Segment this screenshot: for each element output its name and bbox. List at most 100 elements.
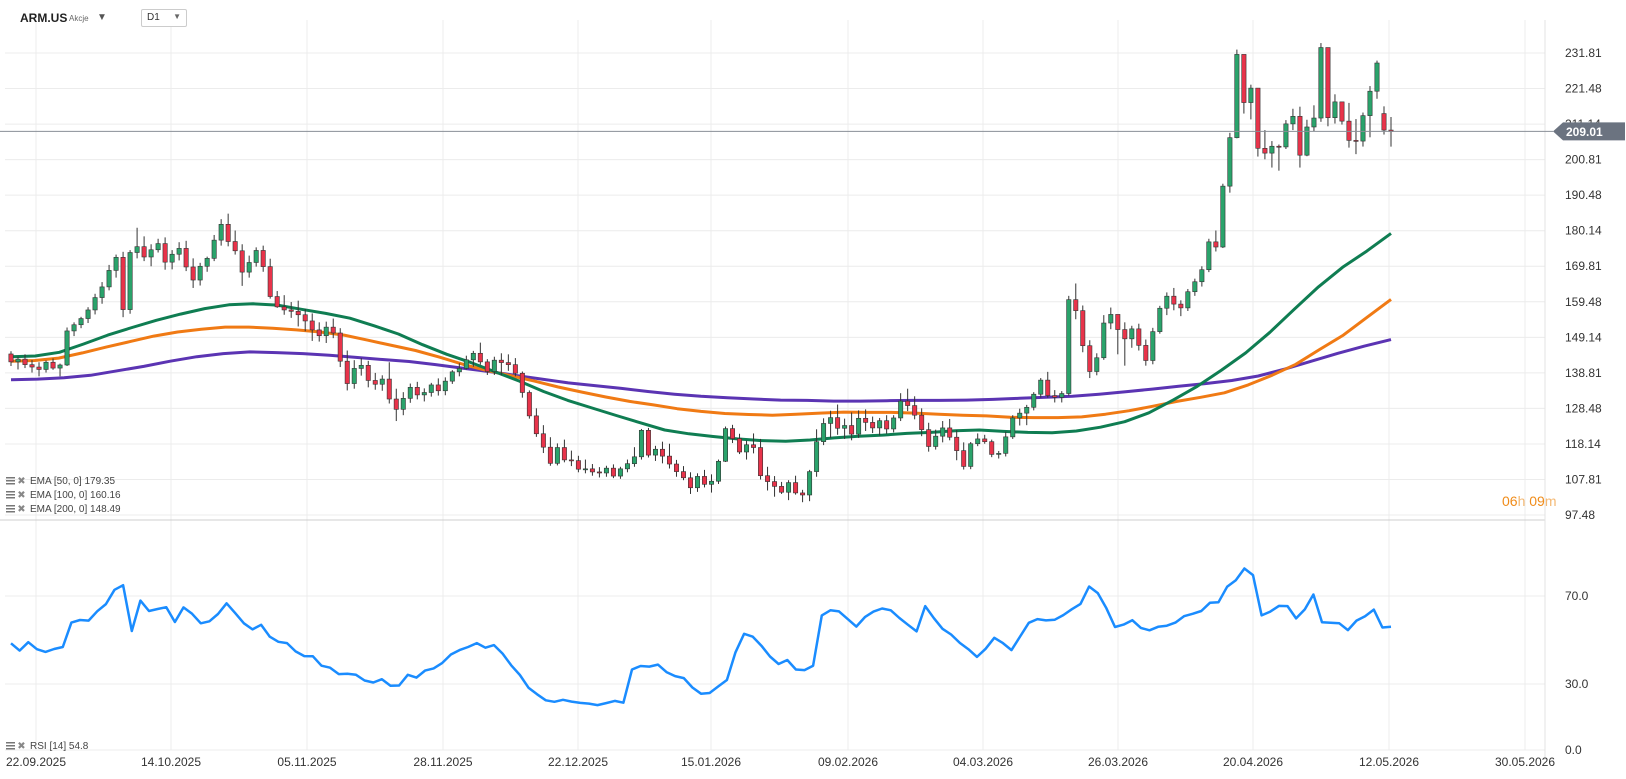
candle-body [1164,295,1170,309]
candle-body [281,306,287,311]
candle-body [870,422,876,429]
candle-body [533,415,539,435]
settings-icon[interactable] [6,741,15,750]
candle-body [1353,140,1359,142]
candle-body [351,368,357,384]
rsi-tick-label: 70.0 [1565,589,1589,603]
candle-body [372,380,378,385]
candle-body [50,361,56,369]
candle-body [379,378,385,385]
candle-body [1171,295,1177,305]
candle-body [1031,393,1037,408]
price-tick-label: 138.81 [1565,366,1602,380]
price-tick-label: 128.48 [1565,401,1602,415]
candle-body [996,453,1002,455]
legend-ema100-label: EMA [100, 0] 160.16 [30,490,121,501]
candle-body [982,438,988,442]
countdown-hours: 06 [1502,493,1518,509]
settings-icon[interactable] [6,476,15,485]
candle-body [1213,241,1219,248]
settings-icon[interactable] [6,490,15,499]
candle-body [779,486,785,493]
candle-body [723,428,728,462]
candle-body [1024,406,1030,414]
candle-body [624,463,630,470]
candle-body [239,250,245,273]
remove-icon[interactable]: ✖ [17,476,26,487]
candle-body [793,482,799,494]
candle-body [1122,329,1128,340]
candle-body [737,438,742,453]
symbol-type-label: Akcje [69,14,89,23]
countdown-minutes: 09 [1529,493,1545,509]
date-tick-label: 09.02.2026 [818,755,878,769]
date-tick-label: 30.05.2026 [1495,755,1555,769]
symbol-name[interactable]: ARM.US [20,11,68,25]
candle-body [463,359,469,369]
candle-body [1080,310,1086,347]
candle-body [176,248,182,255]
candle-body [1136,328,1142,346]
chevron-down-icon: ▼ [173,12,181,21]
candle-body [15,358,21,363]
candle-body [856,417,862,435]
candle-body [1052,395,1058,398]
candle-body [71,324,77,332]
candle-body [421,392,427,396]
candle-body [428,384,434,393]
candle-body [260,250,266,267]
price-tick-label: 149.14 [1565,330,1602,344]
candle-body [716,460,721,482]
candle-body [183,248,189,268]
candle-body [540,433,546,448]
countdown-hours-unit: h [1517,493,1526,509]
candle-body [435,384,441,392]
candle-body [582,468,588,471]
candle-body [660,448,665,457]
date-tick-label: 04.03.2026 [953,755,1013,769]
candle-body [155,243,161,251]
candle-body [940,427,946,437]
candle-body [309,320,315,331]
candle-body [674,463,679,472]
candle-body [246,262,252,273]
candle-body [814,441,820,472]
candle-body [127,252,133,310]
candle-body [274,296,280,308]
candle-body [821,423,827,442]
candle-body [505,362,511,365]
candle-body [975,438,981,445]
candle-body [1360,115,1366,142]
date-tick-label: 26.03.2026 [1088,755,1148,769]
candle-body [1318,47,1324,119]
candle-body [225,224,231,242]
timeframe-select[interactable]: D1 ▼ [141,9,187,27]
remove-icon[interactable]: ✖ [17,741,26,752]
candle-countdown: 06h 09m [1502,493,1557,509]
candle-body [1339,101,1345,122]
price-tick-label: 200.81 [1565,153,1602,167]
symbol-dropdown-icon[interactable]: ▼ [97,12,107,23]
settings-icon[interactable] [6,504,15,513]
rsi-tick-label: 0.0 [1565,743,1582,757]
candle-body [652,448,658,456]
price-tick-label: 97.48 [1565,508,1595,522]
candle-body [442,380,448,392]
candle-body [1262,148,1268,154]
candle-body [1003,436,1009,454]
remove-icon[interactable]: ✖ [17,490,26,501]
candle-body [407,387,413,399]
date-tick-label: 28.11.2025 [413,755,472,769]
candle-body [631,456,637,464]
candle-body [386,378,392,400]
candle-body [1255,87,1261,149]
countdown-minutes-unit: m [1544,493,1557,509]
candle-body [498,359,504,363]
candle-body [1073,299,1079,311]
candle-body [842,425,848,429]
candle-body [772,481,778,487]
candle-body [204,258,210,267]
candle-body [933,435,939,447]
remove-icon[interactable]: ✖ [17,504,26,515]
